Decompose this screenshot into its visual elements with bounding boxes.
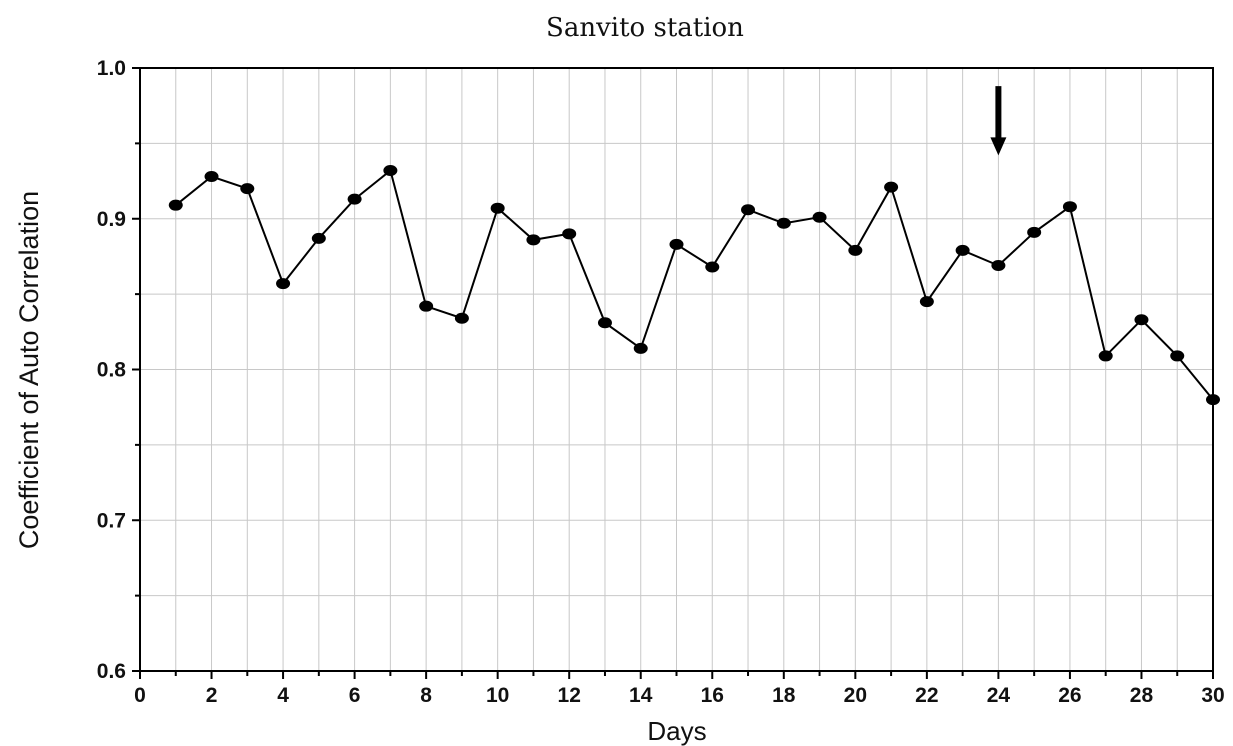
x-tick-label: 10 bbox=[486, 684, 509, 707]
data-point bbox=[383, 165, 398, 177]
data-point bbox=[454, 312, 469, 324]
data-point bbox=[741, 204, 756, 216]
data-point bbox=[991, 259, 1006, 271]
series-group bbox=[168, 165, 1220, 406]
data-point bbox=[1134, 314, 1149, 326]
x-tick-label: 22 bbox=[915, 684, 938, 707]
data-point bbox=[669, 238, 684, 250]
y-tick-label: 0.6 bbox=[97, 660, 126, 683]
grid bbox=[140, 68, 1213, 671]
data-point bbox=[919, 296, 934, 308]
data-point bbox=[490, 202, 505, 214]
ticks: 0 2 4 6 8 10 12 14 16 18 20 22 24 26 28 300.60.70.80.91… bbox=[97, 57, 1225, 707]
data-point bbox=[1027, 226, 1042, 238]
x-tick-label: 30 bbox=[1201, 684, 1224, 707]
x-tick-label: 8 bbox=[420, 684, 432, 707]
chart-title: Sanvito station bbox=[546, 13, 744, 43]
data-point bbox=[419, 300, 434, 312]
data-point bbox=[168, 199, 183, 211]
x-tick-label: 20 bbox=[844, 684, 867, 707]
x-tick-label: 28 bbox=[1130, 684, 1154, 707]
data-point bbox=[955, 244, 970, 256]
data-point bbox=[276, 278, 291, 290]
data-point bbox=[526, 234, 541, 246]
y-axis-label: Coefficient of Auto Correlation bbox=[14, 191, 44, 549]
x-tick-label: 0 bbox=[134, 684, 146, 707]
x-tick-label: 14 bbox=[629, 684, 653, 707]
data-point bbox=[776, 217, 791, 229]
x-tick-label: 16 bbox=[701, 684, 724, 707]
x-tick-label: 12 bbox=[558, 684, 581, 707]
data-point bbox=[812, 211, 827, 223]
x-tick-label: 26 bbox=[1058, 684, 1081, 707]
x-tick-label: 18 bbox=[772, 684, 796, 707]
data-point bbox=[204, 171, 219, 183]
data-point bbox=[633, 342, 648, 354]
x-tick-label: 6 bbox=[349, 684, 361, 707]
data-point bbox=[311, 232, 326, 244]
data-point bbox=[240, 183, 255, 195]
arrow-head bbox=[990, 137, 1007, 156]
y-tick-label: 0.9 bbox=[97, 208, 126, 231]
data-point bbox=[1062, 201, 1077, 213]
data-point bbox=[347, 193, 362, 205]
y-tick-label: 0.7 bbox=[97, 509, 126, 532]
data-point bbox=[1098, 350, 1113, 362]
x-tick-label: 4 bbox=[277, 684, 289, 707]
x-tick-label: 2 bbox=[206, 684, 218, 707]
data-point bbox=[597, 317, 612, 329]
series-line bbox=[175, 168, 1214, 401]
data-point bbox=[1206, 394, 1220, 406]
annotations bbox=[990, 86, 1007, 156]
x-axis-label: Days bbox=[647, 716, 706, 746]
x-tick-label: 24 bbox=[987, 684, 1011, 707]
data-point bbox=[884, 181, 899, 193]
data-point bbox=[848, 244, 863, 256]
data-point bbox=[562, 228, 577, 240]
data-point bbox=[705, 261, 720, 273]
y-tick-label: 0.8 bbox=[97, 359, 127, 382]
data-point bbox=[1170, 350, 1185, 362]
y-tick-label: 1.0 bbox=[97, 57, 126, 80]
